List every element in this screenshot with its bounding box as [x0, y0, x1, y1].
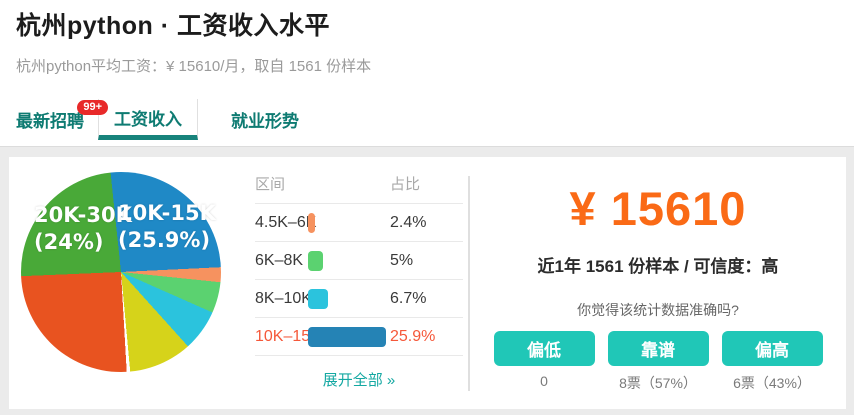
tab-bar: 最新招聘 99+ 工资收入 就业形势 — [0, 99, 854, 140]
percent-bar — [308, 289, 329, 309]
vote-reliable-button[interactable]: 靠谱 — [607, 331, 709, 366]
percent-bar — [308, 213, 316, 233]
new-jobs-count-badge: 99+ — [77, 100, 108, 115]
vote-too-high-button[interactable]: 偏高 — [721, 331, 823, 366]
tab-salary-income[interactable]: 工资收入 — [98, 99, 198, 140]
percent-value: 5% — [390, 252, 414, 269]
tab-employment-trend[interactable]: 就业形势 — [214, 99, 316, 140]
vote-too-low-count: 0 — [540, 373, 548, 389]
content-background: 20K-30K (24%) 10K-15K (25.9%) 区间 占比 4.5K… — [0, 146, 854, 415]
salary-summary-panel: ¥ 15610 近1年 1561 份样本 / 可信度：高 你觉得该统计数据准确吗… — [470, 157, 846, 409]
table-row[interactable]: 4.5K–6K 2.4% — [255, 204, 463, 242]
table-header-row: 区间 占比 — [255, 170, 463, 204]
vote-counts-row: 0 8票（57%） 6票（43%） — [470, 373, 846, 393]
tab-latest-jobs-label: 最新招聘 — [16, 112, 84, 131]
vote-too-high-count: 6票（43%） — [733, 375, 811, 391]
range-label: 6K–8K — [255, 252, 304, 269]
percent-bar — [308, 251, 323, 271]
percent-value: 2.4% — [390, 214, 427, 231]
table-row[interactable]: 8K–10K 6.7% — [255, 280, 463, 318]
percent-value: 6.7% — [390, 290, 427, 307]
pie-label-10k-15k: 10K-15K (25.9%) — [118, 201, 216, 252]
vote-too-low-button[interactable]: 偏低 — [493, 331, 595, 366]
percent-bar — [308, 327, 386, 347]
table-body: 4.5K–6K 2.4% 6K–8K 5% 8K–10K 6.7% 10K–15K 25.9% — [255, 204, 463, 356]
column-header-range: 区间 — [255, 176, 286, 193]
range-label: 10K–15K — [255, 328, 321, 345]
sample-info-text: 近1年 1561 份样本 / 可信度：高 — [537, 257, 779, 276]
tab-employment-trend-label: 就业形势 — [231, 112, 299, 131]
salary-distribution-table: 区间 占比 4.5K–6K 2.4% 6K–8K 5% 8K–10K 6.7% 10K–15… — [255, 170, 463, 390]
column-header-percent: 占比 — [390, 176, 421, 193]
pie-label-20k-30k: 20K-30K (24%) — [34, 203, 132, 254]
range-label: 4.5K–6K — [255, 214, 317, 231]
range-label: 8K–10K — [255, 290, 312, 307]
vote-question-text: 你觉得该统计数据准确吗? — [577, 302, 739, 318]
tab-salary-income-label: 工资收入 — [114, 109, 182, 129]
percent-value: 25.9% — [390, 328, 436, 345]
vote-buttons-row: 偏低 靠谱 偏高 — [470, 331, 846, 366]
page-title: 杭州python · 工资收入水平 — [16, 12, 331, 40]
table-row[interactable]: 10K–15K 25.9% — [255, 318, 463, 356]
table-row[interactable]: 6K–8K 5% — [255, 242, 463, 280]
expand-all-link[interactable]: 展开全部 » — [322, 372, 396, 389]
average-salary-amount: ¥ 15610 — [569, 182, 747, 235]
salary-card: 20K-30K (24%) 10K-15K (25.9%) 区间 占比 4.5K… — [9, 157, 846, 409]
vertical-divider — [468, 176, 470, 391]
page-subtitle: 杭州python平均工资：¥ 15610/月，取自 1561 份样本 — [16, 58, 372, 75]
salary-pie-chart: 20K-30K (24%) 10K-15K (25.9%) — [21, 172, 221, 372]
tab-latest-jobs[interactable]: 最新招聘 99+ — [0, 99, 108, 140]
vote-reliable-count: 8票（57%） — [619, 375, 697, 391]
pie-chart-circle[interactable] — [21, 172, 221, 372]
